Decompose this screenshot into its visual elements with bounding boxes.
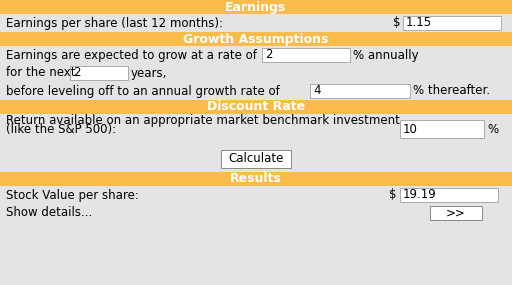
Bar bbox=[400, 120, 484, 138]
Text: 4: 4 bbox=[313, 84, 321, 97]
Bar bbox=[0, 0, 512, 14]
Text: 2: 2 bbox=[265, 48, 272, 62]
Text: $: $ bbox=[390, 188, 397, 201]
Text: years,: years, bbox=[131, 66, 167, 80]
Bar bbox=[0, 172, 512, 186]
Text: Discount Rate: Discount Rate bbox=[207, 101, 305, 113]
Bar bbox=[0, 32, 512, 46]
Text: >>: >> bbox=[446, 207, 466, 219]
Text: Show details...: Show details... bbox=[6, 207, 92, 219]
Text: Growth Assumptions: Growth Assumptions bbox=[183, 32, 329, 46]
Text: Calculate: Calculate bbox=[228, 152, 284, 166]
Bar bbox=[430, 206, 482, 220]
Text: Earnings per share (last 12 months):: Earnings per share (last 12 months): bbox=[6, 17, 223, 30]
Text: Earnings: Earnings bbox=[225, 1, 287, 13]
Bar bbox=[400, 188, 498, 202]
Bar bbox=[0, 100, 512, 114]
Bar bbox=[262, 48, 350, 62]
Text: (like the S&P 500):: (like the S&P 500): bbox=[6, 123, 116, 136]
Text: Results: Results bbox=[230, 172, 282, 186]
Text: % annually: % annually bbox=[353, 48, 419, 62]
Text: 2: 2 bbox=[73, 66, 80, 80]
Bar bbox=[310, 84, 410, 98]
Text: 19.19: 19.19 bbox=[403, 188, 437, 201]
Text: $: $ bbox=[393, 17, 400, 30]
Text: Return available on an appropriate market benchmark investment: Return available on an appropriate marke… bbox=[6, 114, 400, 127]
Text: Earnings are expected to grow at a rate of: Earnings are expected to grow at a rate … bbox=[6, 48, 257, 62]
Bar bbox=[70, 66, 128, 80]
Text: %: % bbox=[487, 123, 498, 136]
Bar bbox=[403, 16, 501, 30]
Text: 1.15: 1.15 bbox=[406, 17, 432, 30]
Text: 10: 10 bbox=[403, 123, 418, 136]
Text: % thereafter.: % thereafter. bbox=[413, 84, 490, 97]
Text: for the next: for the next bbox=[6, 66, 75, 80]
Text: Stock Value per share:: Stock Value per share: bbox=[6, 188, 139, 201]
Bar bbox=[221, 150, 291, 168]
Text: before leveling off to an annual growth rate of: before leveling off to an annual growth … bbox=[6, 84, 280, 97]
